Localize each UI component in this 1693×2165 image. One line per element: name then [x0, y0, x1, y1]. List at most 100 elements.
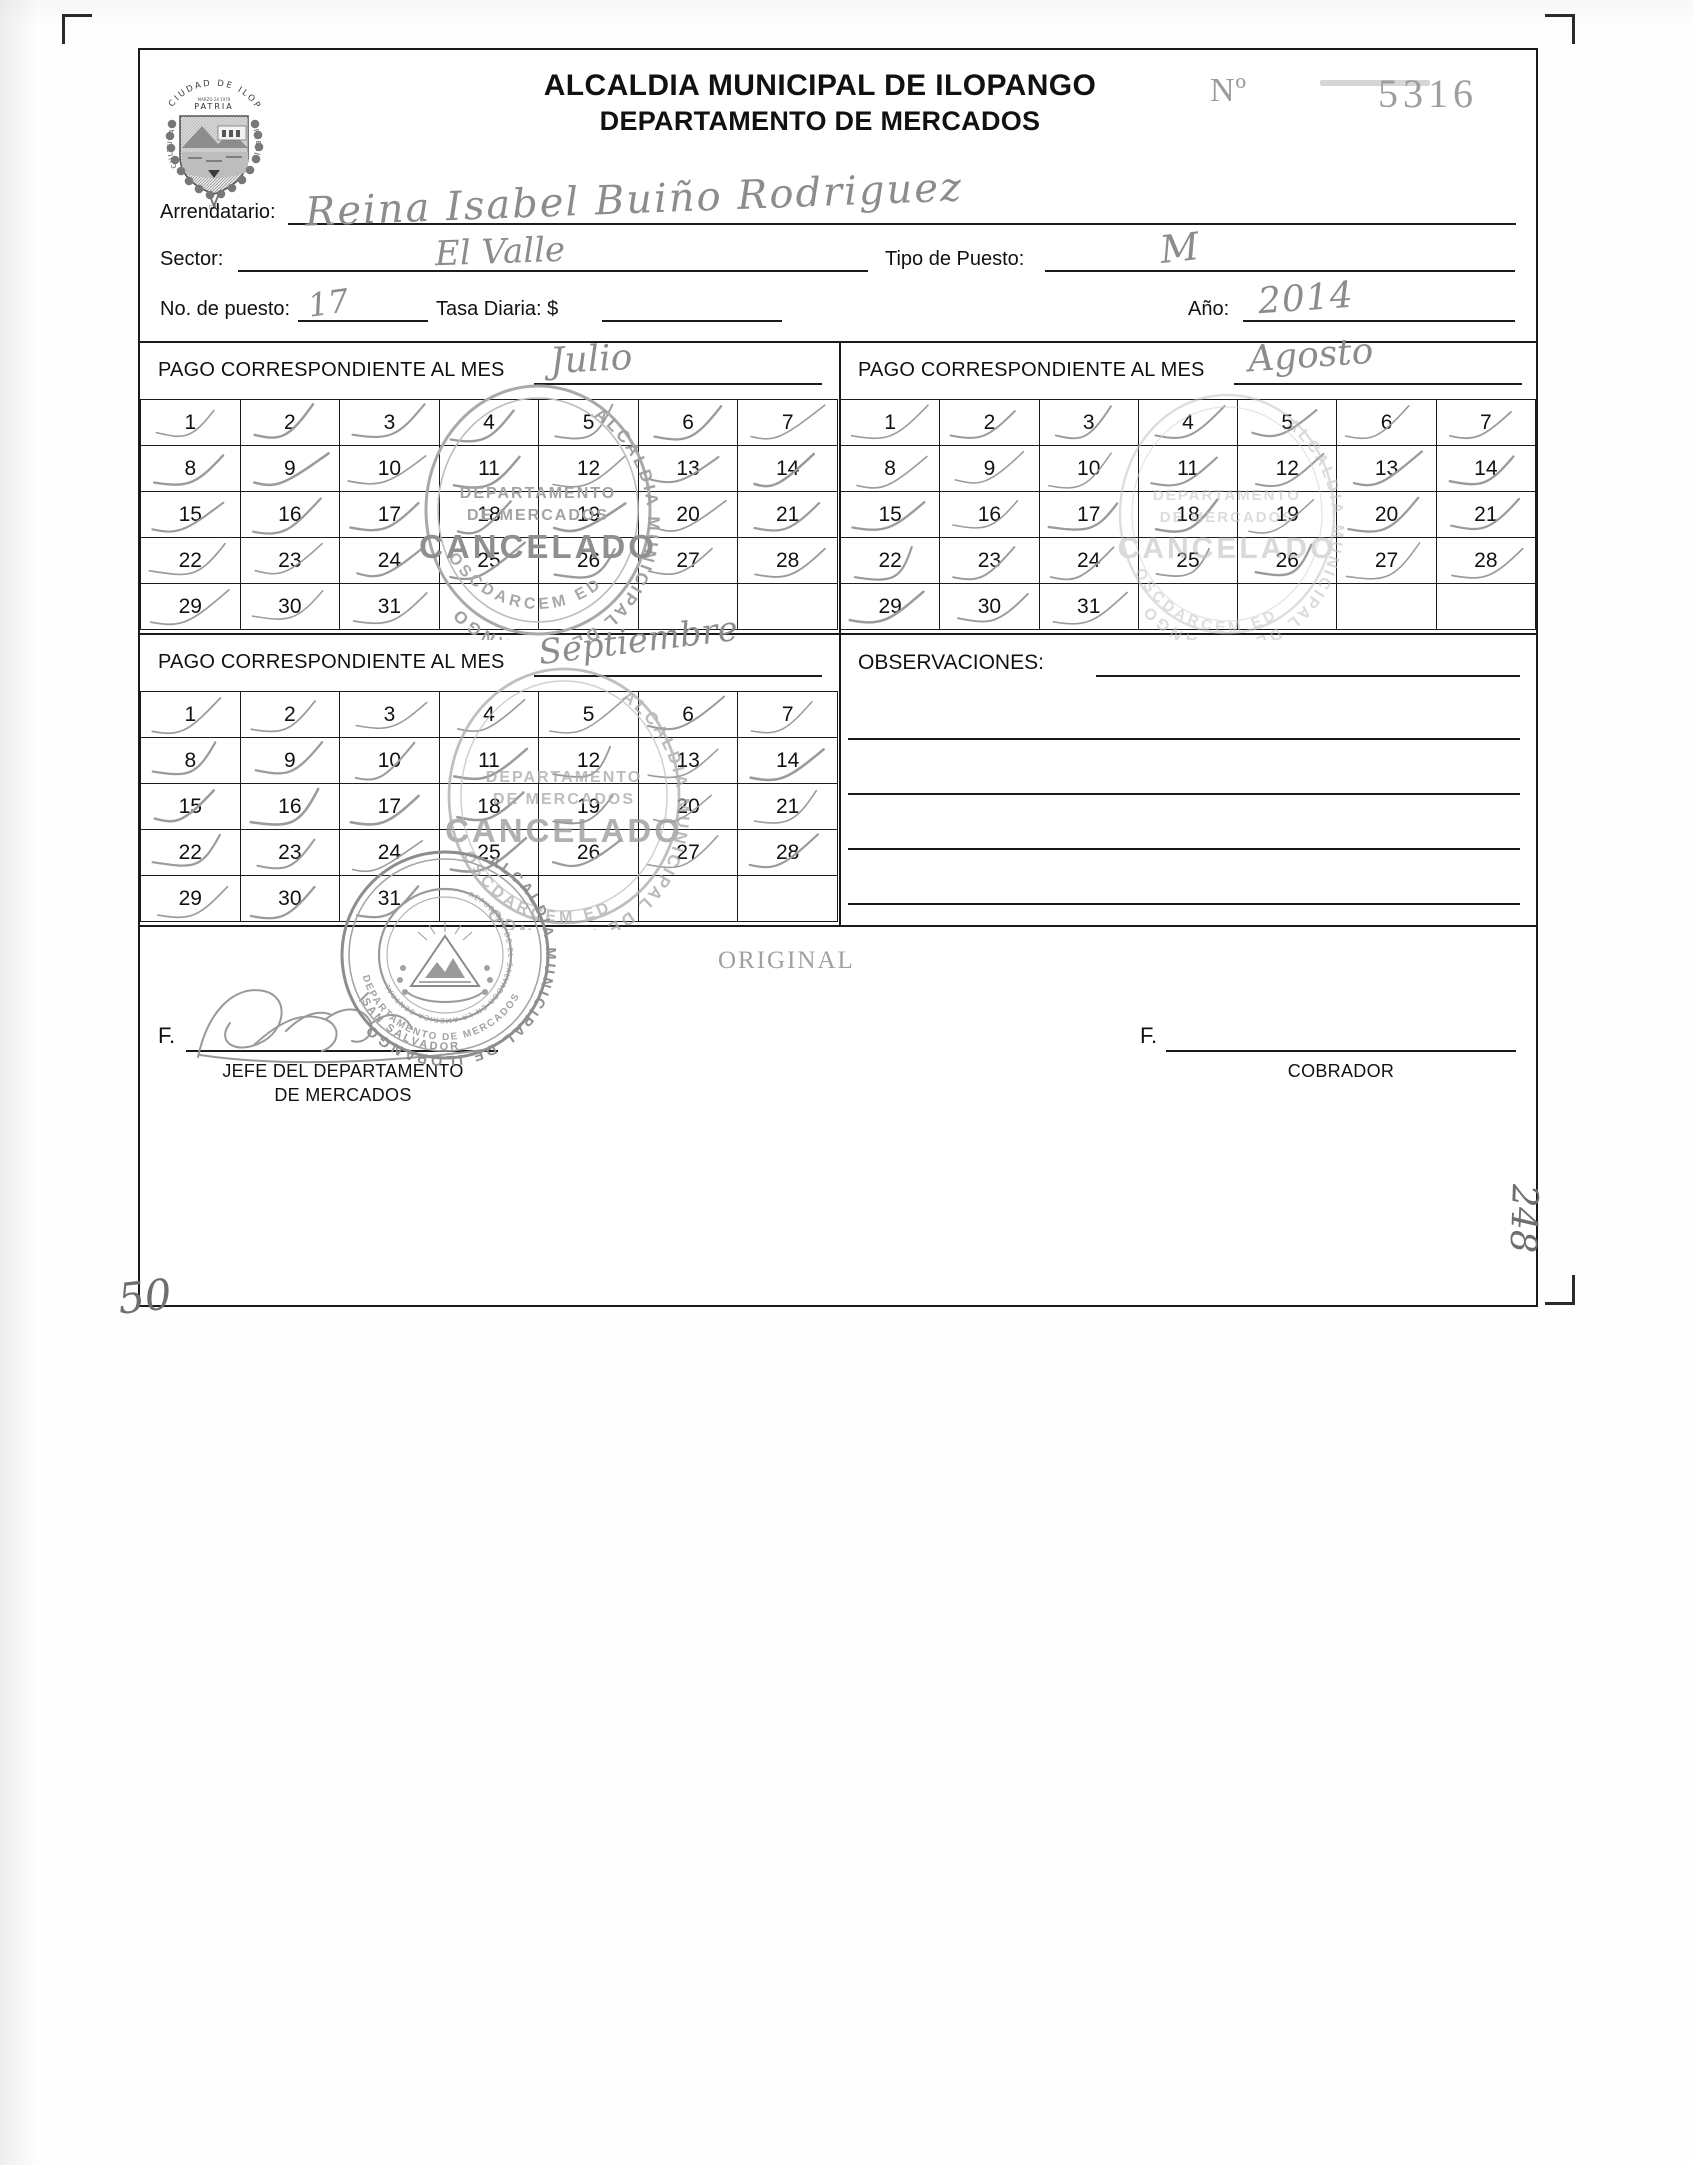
day-cell-19[interactable]: 19 [538, 491, 639, 538]
day-cell-23[interactable]: 23 [239, 829, 341, 876]
day-cell-15[interactable]: 15 [140, 783, 241, 830]
day-cell-31[interactable]: 31 [339, 583, 440, 630]
day-cell-26[interactable]: 26 [538, 829, 639, 876]
day-cell-17[interactable]: 17 [1038, 491, 1139, 538]
day-cell-21[interactable]: 21 [1435, 491, 1537, 538]
day-cell-14[interactable]: 14 [737, 445, 838, 492]
day-cell-28[interactable]: 28 [737, 829, 838, 876]
day-cell-1[interactable]: 1 [140, 399, 241, 446]
day-cell-7[interactable]: 7 [737, 399, 838, 446]
day-cell-23[interactable]: 23 [239, 537, 341, 584]
paid-check-mark-icon [543, 494, 629, 534]
day-cell-14[interactable]: 14 [737, 737, 838, 784]
day-cell-22[interactable]: 22 [140, 829, 241, 876]
day-cell-11[interactable]: 11 [1137, 445, 1239, 492]
day-cell-3[interactable]: 3 [339, 691, 440, 738]
day-cell-20[interactable]: 20 [637, 491, 739, 538]
day-cell-4[interactable]: 4 [1137, 399, 1239, 446]
day-cell-11[interactable]: 11 [438, 737, 540, 784]
day-cell-15[interactable]: 15 [140, 491, 241, 538]
month-3-line [534, 675, 822, 677]
day-cell-25[interactable]: 25 [1137, 537, 1239, 584]
day-cell-29[interactable]: 29 [140, 875, 241, 922]
day-cell-16[interactable]: 16 [239, 491, 341, 538]
paid-check-mark-icon [1143, 540, 1229, 580]
day-cell-8[interactable]: 8 [140, 737, 241, 784]
day-cell-1[interactable]: 1 [140, 691, 241, 738]
day-cell-27[interactable]: 27 [637, 829, 739, 876]
day-cell-9[interactable]: 9 [239, 445, 341, 492]
day-cell-3[interactable]: 3 [339, 399, 440, 446]
day-cell-28[interactable]: 28 [737, 537, 838, 584]
day-cell-27[interactable]: 27 [1336, 537, 1437, 584]
paid-check-mark-icon [1143, 402, 1229, 442]
day-cell-29[interactable]: 29 [839, 583, 941, 630]
day-cell-28[interactable]: 28 [1435, 537, 1537, 584]
day-cell-18[interactable]: 18 [438, 491, 540, 538]
day-cell-21[interactable]: 21 [737, 783, 838, 830]
day-cell-19[interactable]: 19 [538, 783, 639, 830]
day-cell-25[interactable]: 25 [438, 829, 540, 876]
day-cell-5[interactable]: 5 [538, 399, 639, 446]
day-cell-13[interactable]: 13 [637, 737, 739, 784]
day-cell-2[interactable]: 2 [239, 691, 341, 738]
day-cell-8[interactable]: 8 [839, 445, 941, 492]
day-cell-17[interactable]: 17 [339, 491, 440, 538]
day-cell-6[interactable]: 6 [637, 691, 739, 738]
day-cell-27[interactable]: 27 [637, 537, 739, 584]
day-cell-5[interactable]: 5 [538, 691, 639, 738]
day-cell-30[interactable]: 30 [939, 583, 1040, 630]
field-arrendatario-line [288, 223, 1516, 225]
day-cell-23[interactable]: 23 [939, 537, 1040, 584]
day-cell-10[interactable]: 10 [1038, 445, 1139, 492]
day-cell-2[interactable]: 2 [939, 399, 1040, 446]
day-cell-4[interactable]: 4 [438, 691, 540, 738]
day-cell-6[interactable]: 6 [637, 399, 739, 446]
day-cell-22[interactable]: 22 [140, 537, 241, 584]
day-cell-11[interactable]: 11 [438, 445, 540, 492]
day-cell-15[interactable]: 15 [839, 491, 941, 538]
day-cell-24[interactable]: 24 [339, 537, 440, 584]
paid-check-mark-icon [845, 540, 931, 581]
day-cell-13[interactable]: 13 [637, 445, 739, 492]
day-cell-26[interactable]: 26 [538, 537, 639, 584]
day-cell-13[interactable]: 13 [1336, 445, 1437, 492]
day-cell-10[interactable]: 10 [339, 445, 440, 492]
day-cell-18[interactable]: 18 [438, 783, 540, 830]
day-cell-10[interactable]: 10 [339, 737, 440, 784]
day-cell-3[interactable]: 3 [1038, 399, 1139, 446]
day-cell-7[interactable]: 7 [1435, 399, 1537, 446]
day-cell-7[interactable]: 7 [737, 691, 838, 738]
day-cell-2[interactable]: 2 [239, 399, 341, 446]
day-cell-24[interactable]: 24 [339, 829, 440, 876]
day-cell-24[interactable]: 24 [1038, 537, 1139, 584]
day-cell-14[interactable]: 14 [1435, 445, 1537, 492]
day-cell-20[interactable]: 20 [637, 783, 739, 830]
day-cell-18[interactable]: 18 [1137, 491, 1239, 538]
day-cell-20[interactable]: 20 [1336, 491, 1437, 538]
day-cell-25[interactable]: 25 [438, 537, 540, 584]
day-cell-30[interactable]: 30 [239, 875, 341, 922]
day-cell-26[interactable]: 26 [1237, 537, 1338, 584]
day-cell-8[interactable]: 8 [140, 445, 241, 492]
day-cell-29[interactable]: 29 [140, 583, 241, 630]
day-cell-30[interactable]: 30 [239, 583, 341, 630]
paid-check-mark-icon [145, 494, 231, 534]
day-cell-31[interactable]: 31 [1038, 583, 1139, 630]
day-cell-16[interactable]: 16 [239, 783, 341, 830]
day-cell-12[interactable]: 12 [1237, 445, 1338, 492]
day-cell-31[interactable]: 31 [339, 875, 440, 922]
day-cell-12[interactable]: 12 [538, 445, 639, 492]
day-cell-9[interactable]: 9 [939, 445, 1040, 492]
day-cell-17[interactable]: 17 [339, 783, 440, 830]
day-cell-16[interactable]: 16 [939, 491, 1040, 538]
day-cell-9[interactable]: 9 [239, 737, 341, 784]
day-cell-1[interactable]: 1 [839, 399, 941, 446]
day-cell-21[interactable]: 21 [737, 491, 838, 538]
day-cell-19[interactable]: 19 [1237, 491, 1338, 538]
day-cell-5[interactable]: 5 [1237, 399, 1338, 446]
day-cell-12[interactable]: 12 [538, 737, 639, 784]
day-cell-6[interactable]: 6 [1336, 399, 1437, 446]
day-cell-22[interactable]: 22 [839, 537, 941, 584]
day-cell-4[interactable]: 4 [438, 399, 540, 446]
